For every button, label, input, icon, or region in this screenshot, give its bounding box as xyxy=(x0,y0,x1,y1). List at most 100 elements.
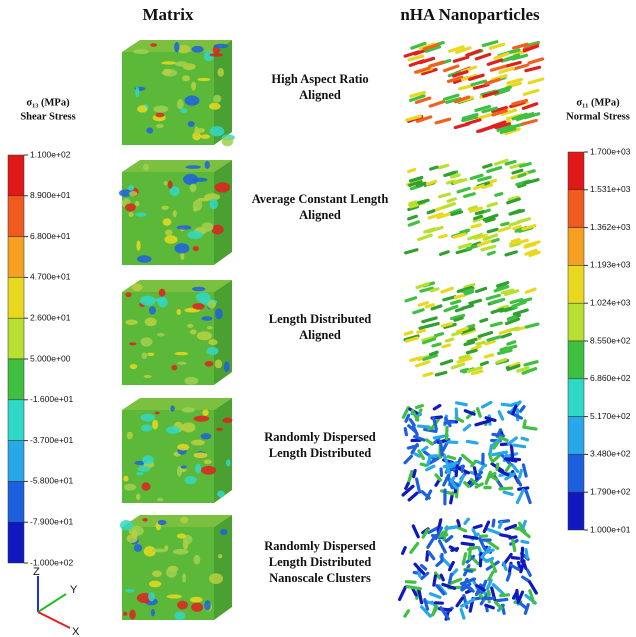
particle xyxy=(434,117,452,125)
particle xyxy=(504,472,516,481)
particle xyxy=(426,533,437,549)
particle xyxy=(463,517,471,525)
particle xyxy=(413,562,426,575)
particle xyxy=(456,519,461,528)
particle xyxy=(465,48,482,57)
particle xyxy=(460,597,476,608)
stress-spot xyxy=(128,212,134,217)
particle xyxy=(519,297,533,304)
particle xyxy=(509,444,515,460)
particle xyxy=(497,469,510,477)
particle xyxy=(417,233,433,242)
particle xyxy=(431,342,442,348)
particle xyxy=(470,459,478,468)
particle xyxy=(512,308,529,316)
particle xyxy=(416,328,427,334)
stress-spot xyxy=(217,67,225,77)
particle xyxy=(512,225,522,231)
particle xyxy=(528,250,541,258)
particle xyxy=(463,192,476,199)
stress-spot xyxy=(163,180,168,186)
particle xyxy=(480,244,497,252)
colorbar-segment xyxy=(7,195,25,237)
particles-header: nHA Nanoparticles xyxy=(400,5,540,24)
particle xyxy=(456,285,473,294)
stress-spot xyxy=(157,497,164,502)
stress-spot xyxy=(176,99,184,110)
colorbar-label: 1.000e+01 xyxy=(590,524,631,534)
stress-spot xyxy=(201,222,214,232)
stress-spot xyxy=(225,459,231,467)
particle xyxy=(497,435,509,442)
particle xyxy=(502,561,508,572)
matrix-block xyxy=(119,515,232,621)
particle xyxy=(433,437,441,445)
colorbar-label: 8.900e+01 xyxy=(30,190,71,200)
stress-spot xyxy=(174,42,180,53)
stress-spot xyxy=(129,342,137,346)
particle xyxy=(491,105,508,114)
particle xyxy=(479,360,489,367)
stress-spot xyxy=(135,212,147,217)
colorbar-segment xyxy=(567,302,585,342)
particle xyxy=(446,466,452,475)
particle xyxy=(406,469,414,486)
particle xyxy=(449,299,462,306)
stress-spot xyxy=(207,300,216,309)
particle xyxy=(454,525,468,533)
colorbar-segment xyxy=(567,189,585,228)
particle xyxy=(415,282,430,290)
stress-spot xyxy=(196,128,206,133)
colorbar-label: 1.100e+02 xyxy=(30,149,71,159)
particle xyxy=(490,120,507,129)
particle xyxy=(528,589,536,605)
row-label: Aligned xyxy=(299,208,341,222)
particle xyxy=(484,77,501,86)
particle xyxy=(524,248,538,256)
particle xyxy=(442,461,459,469)
particle xyxy=(452,55,470,63)
particle xyxy=(434,478,441,487)
particle xyxy=(495,280,510,288)
particle xyxy=(408,200,418,206)
particle xyxy=(403,454,414,465)
particle xyxy=(419,563,428,571)
particle xyxy=(486,250,496,256)
particle xyxy=(489,321,503,328)
particle xyxy=(491,518,496,528)
colorbar-label: -1.000e+02 xyxy=(30,557,74,567)
particle xyxy=(462,534,479,540)
row-label: High Aspect Ratio xyxy=(271,72,368,86)
particle xyxy=(475,470,484,478)
particle xyxy=(416,424,431,429)
particle xyxy=(485,527,501,536)
particle xyxy=(447,572,453,584)
stress-spot xyxy=(157,332,165,337)
particle xyxy=(504,250,518,257)
particle xyxy=(427,212,444,220)
particle xyxy=(505,60,522,68)
stress-spot xyxy=(155,123,164,129)
particle xyxy=(510,463,520,473)
particle xyxy=(436,212,451,220)
stress-spot xyxy=(197,77,211,82)
stress-spot xyxy=(139,295,156,306)
particle xyxy=(453,293,466,300)
particle xyxy=(412,308,425,315)
particle xyxy=(506,340,517,346)
stress-spot xyxy=(187,121,195,128)
particle xyxy=(465,439,479,445)
colorbar-segment xyxy=(567,265,585,304)
stress-spot xyxy=(119,189,133,197)
particle xyxy=(509,361,521,368)
stress-spot xyxy=(193,415,210,422)
particle xyxy=(421,316,438,324)
particle xyxy=(504,523,518,531)
particle xyxy=(527,57,545,65)
particle xyxy=(495,85,512,93)
particle xyxy=(428,60,445,68)
particle xyxy=(457,242,473,250)
stress-spot xyxy=(174,611,186,621)
particle xyxy=(516,217,531,224)
particle xyxy=(422,353,438,362)
